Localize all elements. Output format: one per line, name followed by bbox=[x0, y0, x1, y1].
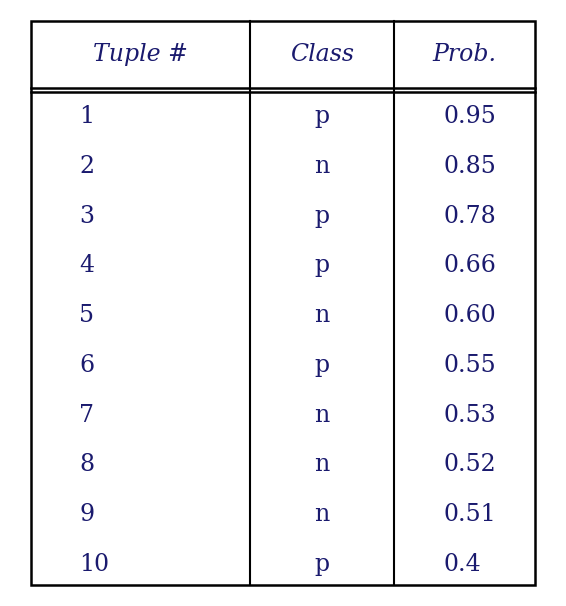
Text: 8: 8 bbox=[79, 453, 95, 476]
Text: 0.52: 0.52 bbox=[443, 453, 496, 476]
Text: p: p bbox=[315, 354, 329, 377]
Text: 2: 2 bbox=[79, 155, 95, 178]
Text: 0.60: 0.60 bbox=[443, 304, 496, 327]
Text: 1: 1 bbox=[79, 105, 95, 128]
Text: 3: 3 bbox=[79, 205, 95, 228]
Text: p: p bbox=[315, 255, 329, 278]
Text: 10: 10 bbox=[79, 553, 109, 576]
Text: 4: 4 bbox=[79, 255, 95, 278]
Text: p: p bbox=[315, 105, 329, 128]
Text: 0.66: 0.66 bbox=[443, 255, 496, 278]
Text: Class: Class bbox=[290, 43, 354, 66]
Text: n: n bbox=[315, 304, 329, 327]
Text: 0.95: 0.95 bbox=[443, 105, 496, 128]
Text: 0.53: 0.53 bbox=[443, 404, 496, 427]
Text: 9: 9 bbox=[79, 503, 95, 526]
Text: n: n bbox=[315, 155, 329, 178]
Text: 0.78: 0.78 bbox=[443, 205, 496, 228]
Text: 6: 6 bbox=[79, 354, 95, 377]
Text: 7: 7 bbox=[79, 404, 95, 427]
Text: 0.51: 0.51 bbox=[443, 503, 496, 526]
Text: p: p bbox=[315, 205, 329, 228]
Text: n: n bbox=[315, 404, 329, 427]
Text: n: n bbox=[315, 453, 329, 476]
Text: 5: 5 bbox=[79, 304, 95, 327]
Text: p: p bbox=[315, 553, 329, 576]
Text: 0.4: 0.4 bbox=[443, 553, 481, 576]
Bar bbox=[31, 21, 535, 585]
Text: n: n bbox=[315, 503, 329, 526]
Text: 0.85: 0.85 bbox=[443, 155, 496, 178]
Text: Prob.: Prob. bbox=[432, 43, 496, 66]
Text: Tuple #: Tuple # bbox=[93, 43, 188, 66]
Text: 0.55: 0.55 bbox=[443, 354, 496, 377]
